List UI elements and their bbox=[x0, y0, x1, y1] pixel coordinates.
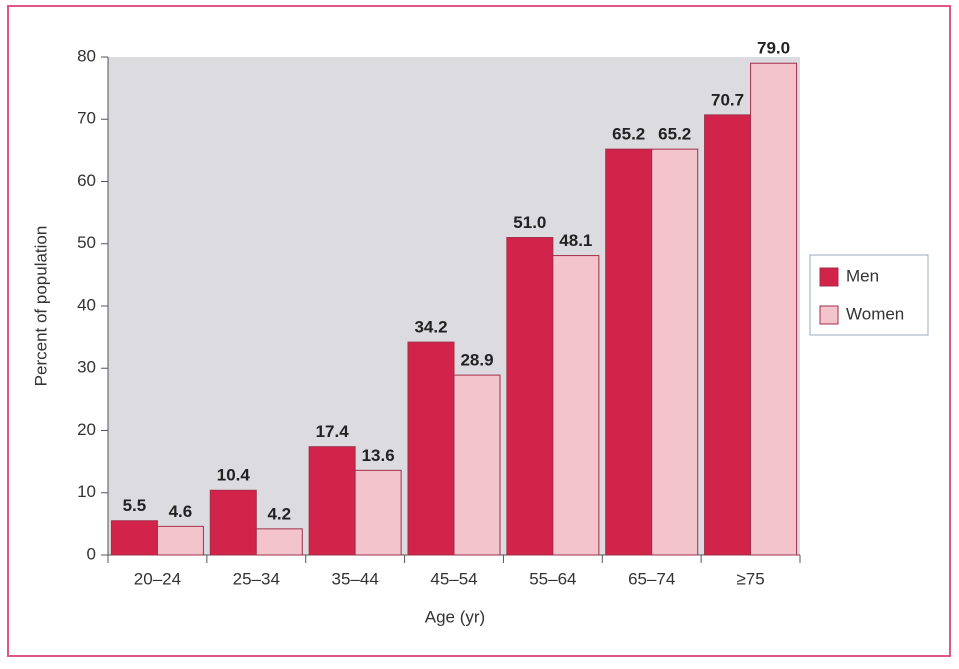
value-label: 34.2 bbox=[414, 318, 447, 337]
x-axis-label: Age (yr) bbox=[425, 607, 485, 626]
legend-label: Women bbox=[846, 304, 904, 323]
y-tick-label: 10 bbox=[77, 482, 96, 501]
value-label: 51.0 bbox=[513, 213, 546, 232]
value-label: 4.2 bbox=[267, 504, 291, 523]
bar bbox=[750, 62, 798, 556]
x-tick-label: 55–64 bbox=[529, 569, 576, 588]
y-tick-label: 0 bbox=[87, 544, 96, 563]
value-label: 48.1 bbox=[559, 231, 592, 250]
bar bbox=[453, 374, 501, 556]
value-label: 28.9 bbox=[460, 351, 493, 370]
bar bbox=[407, 341, 455, 556]
bar bbox=[506, 237, 554, 556]
value-label: 65.2 bbox=[612, 125, 645, 144]
x-tick-label: 45–54 bbox=[430, 569, 477, 588]
y-tick-label: 40 bbox=[77, 295, 96, 314]
legend-swatch bbox=[819, 267, 839, 287]
bar bbox=[651, 148, 699, 556]
value-label: 17.4 bbox=[316, 422, 350, 441]
value-label: 79.0 bbox=[757, 39, 790, 58]
value-label: 10.4 bbox=[217, 466, 251, 485]
value-label: 13.6 bbox=[362, 446, 395, 465]
bar bbox=[704, 114, 752, 556]
value-label: 65.2 bbox=[658, 125, 691, 144]
x-tick-label: ≥75 bbox=[736, 569, 764, 588]
y-axis-label: Percent of population bbox=[31, 226, 50, 387]
bar bbox=[209, 489, 257, 556]
bar bbox=[110, 520, 158, 556]
bar bbox=[255, 528, 303, 556]
y-tick-label: 70 bbox=[77, 109, 96, 128]
bar bbox=[605, 148, 653, 556]
y-tick-label: 80 bbox=[77, 46, 96, 65]
y-tick-label: 30 bbox=[77, 358, 96, 377]
x-tick-label: 20–24 bbox=[134, 569, 181, 588]
x-tick-label: 65–74 bbox=[628, 569, 675, 588]
value-label: 70.7 bbox=[711, 90, 744, 109]
bar bbox=[552, 255, 600, 556]
y-tick-label: 20 bbox=[77, 420, 96, 439]
value-label: 4.6 bbox=[169, 502, 193, 521]
legend-swatch bbox=[819, 305, 839, 325]
bar bbox=[156, 525, 204, 556]
bar bbox=[354, 469, 402, 556]
y-tick-label: 50 bbox=[77, 233, 96, 252]
y-tick-label: 60 bbox=[77, 171, 96, 190]
x-tick-label: 25–34 bbox=[233, 569, 280, 588]
bar bbox=[308, 446, 356, 556]
x-tick-label: 35–44 bbox=[332, 569, 379, 588]
value-label: 5.5 bbox=[123, 496, 147, 515]
legend-label: Men bbox=[846, 266, 879, 285]
